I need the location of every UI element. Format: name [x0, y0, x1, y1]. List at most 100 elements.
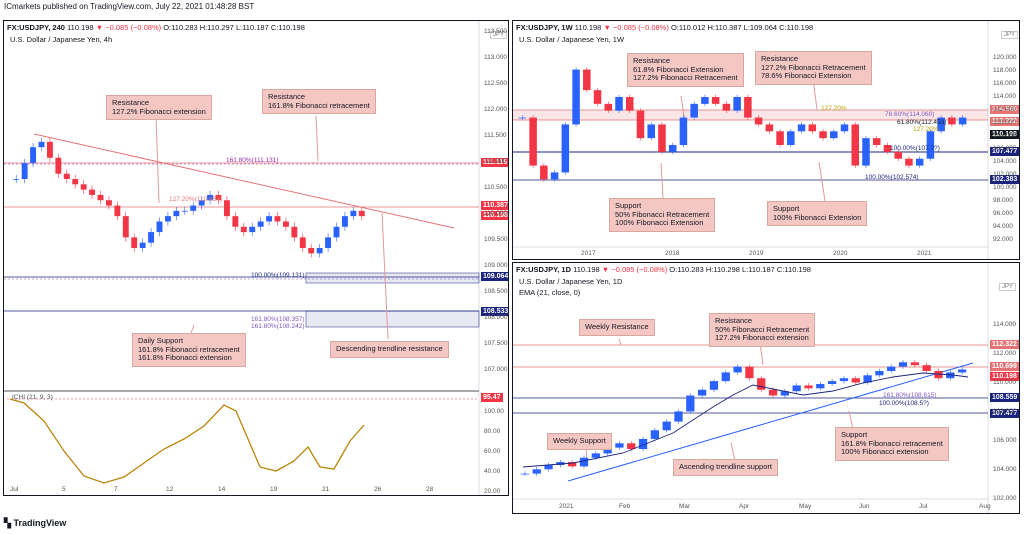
candle [792, 385, 801, 392]
note-resistance: Resistance 61.8% Fibonacci Extension 127… [627, 53, 744, 87]
y-tick-label: 98.000 [993, 197, 1013, 204]
ema-line [522, 372, 969, 468]
chart-canvas[interactable] [513, 21, 1020, 260]
candle [797, 124, 806, 132]
fib-label: 161.80%(108.357) [251, 316, 305, 323]
candle [358, 210, 365, 217]
candle [910, 362, 919, 366]
candle [131, 237, 138, 248]
note-resistance: Resistance 161.8% Fibonacci retracement [262, 89, 376, 114]
y-tick-label: 100.000 [993, 184, 1017, 191]
candle [97, 194, 104, 201]
y-tick-label: 108.000 [993, 408, 1017, 415]
tradingview-logo: ▚ TradingView [4, 518, 67, 528]
candle [765, 124, 774, 132]
candle [840, 124, 849, 132]
candle [830, 131, 838, 139]
x-tick-label: May [799, 503, 812, 510]
candle [350, 210, 357, 217]
candle [46, 141, 53, 158]
y-tick-label: 111.000 [484, 158, 507, 165]
y-tick-label: 108.000 [993, 132, 1017, 139]
y-tick-label: 111.500 [484, 132, 507, 139]
candle [745, 366, 754, 379]
candle [638, 438, 648, 450]
candle [627, 443, 636, 450]
chart-panel-weekly[interactable]: FX:USDJPY, 1W 110.198 ▼ −0.085 (−0.08%) … [512, 20, 1020, 260]
candle [568, 462, 577, 467]
candle [249, 226, 256, 233]
chart-panel-4h[interactable]: FX:USDJPY, 240 110.198 ▼ −0.085 (−0.08%)… [3, 20, 509, 496]
x-tick-label: 2021 [917, 250, 932, 257]
note-resistance: Resistance 127.2% Fibonacci extension [106, 95, 212, 120]
candle [89, 189, 96, 195]
candle [958, 117, 967, 125]
price-tag: 112.322 [990, 117, 1019, 126]
candle [291, 226, 298, 238]
fib-label: 161.80%(108.242) [251, 323, 305, 330]
candle [887, 366, 896, 371]
price-tag: 110.198 [481, 211, 508, 220]
candle [21, 163, 28, 179]
candle [63, 173, 70, 179]
candle [733, 366, 742, 373]
candle [520, 473, 530, 475]
chart-title: U.S. Dollar / Japanese Yen, 1W [519, 35, 625, 44]
y-tick-label: 113.000 [484, 54, 508, 61]
candle [604, 103, 613, 111]
fib-label: 127.20%(110.454) [169, 196, 223, 203]
candle [698, 389, 707, 396]
x-tick-label: 2017 [581, 250, 596, 257]
candle [333, 226, 340, 238]
price-tag: 110.198 [990, 372, 1019, 381]
y-tick-label: 112.500 [484, 80, 508, 87]
chart-panel-daily[interactable]: FX:USDJPY, 1D 110.198 ▼ −0.085 (−0.08%) … [512, 262, 1020, 514]
candle [668, 145, 677, 152]
chart-title: U.S. Dollar / Japanese Yen, 1D [519, 277, 623, 286]
candle [768, 389, 778, 396]
x-tick-label: 2019 [749, 250, 764, 257]
y-tick-label: 94.000 [993, 223, 1013, 230]
candle [636, 110, 645, 139]
price-tag: 111.116 [481, 158, 508, 167]
fib-label: 100.00%(107.7?) [890, 145, 940, 152]
y-tick-label: 107.500 [484, 340, 508, 347]
y-tick-label: 108.000 [484, 314, 508, 321]
candle [757, 378, 766, 390]
y-tick-label: 110.000 [484, 210, 508, 217]
y-tick-label: 114.000 [993, 321, 1017, 328]
y-tick-label: 20.00 [484, 488, 501, 495]
ohlc-readout: FX:USDJPY, 1D 110.198 ▼ −0.085 (−0.08%) … [516, 265, 811, 274]
price-tag: 110.699 [990, 362, 1019, 371]
candle [827, 381, 837, 384]
candle [863, 375, 872, 383]
candle [257, 221, 264, 227]
note-trendline: Ascending trendline support [673, 459, 778, 476]
x-tick-label: 21 [322, 486, 330, 493]
candle [787, 131, 795, 145]
y-tick-label: 102.000 [993, 171, 1017, 178]
candle [181, 210, 188, 212]
candle [722, 103, 731, 111]
candle [946, 372, 955, 379]
candle [875, 370, 884, 376]
ascending-trendline [567, 362, 974, 482]
candle [804, 385, 813, 389]
candle [114, 205, 121, 217]
price-tag: 102.383 [990, 175, 1019, 184]
chart-canvas[interactable] [513, 263, 1020, 514]
x-tick-label: Apr [739, 503, 750, 510]
symbol-label: FX:USDJPY, 240 [7, 23, 65, 32]
candle [232, 216, 239, 227]
candle [274, 216, 281, 222]
y-tick-label: 108.500 [484, 288, 508, 295]
candle [540, 165, 548, 180]
x-tick-label: 2018 [665, 250, 680, 257]
y-tick-label: 110.500 [484, 184, 508, 191]
note-trendline: Descending trendline resistance [330, 341, 449, 358]
candle [934, 370, 943, 379]
candle [744, 97, 752, 118]
note-support: Support 100% Fibonacci Extension [767, 201, 868, 226]
chart-canvas[interactable] [4, 21, 509, 496]
x-tick-label: Jun [859, 503, 870, 510]
